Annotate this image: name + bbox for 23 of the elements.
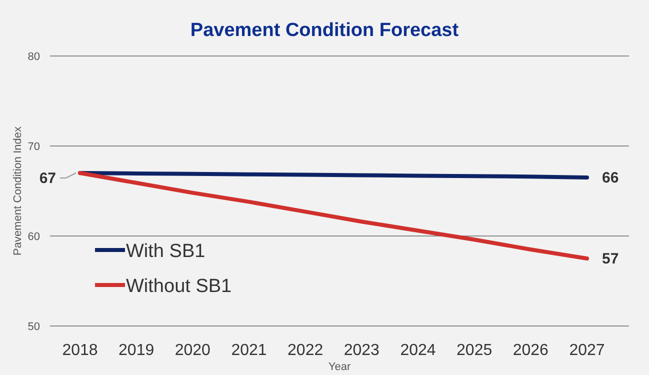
data-label: 67 [39, 170, 56, 187]
y-tick-label: 50 [28, 321, 40, 333]
x-tick-label: 2027 [569, 342, 605, 359]
y-tick-label: 80 [28, 51, 40, 63]
chart-title: Pavement Condition Forecast [190, 20, 460, 41]
x-tick-label: 2018 [62, 342, 98, 359]
legend-label: Without SB1 [126, 276, 232, 297]
x-tick-label: 2019 [118, 342, 154, 359]
x-tick-label: 2024 [400, 342, 436, 359]
x-tick-label: 2023 [344, 342, 380, 359]
x-tick-label: 2026 [512, 342, 549, 359]
y-tick-label: 60 [28, 231, 40, 243]
legend-label: With SB1 [126, 241, 206, 262]
x-tick-label: 2021 [231, 342, 267, 359]
x-tick-label: 2022 [288, 342, 324, 359]
x-axis-title: Year [328, 361, 351, 373]
y-tick-label: 70 [28, 141, 40, 153]
data-label: 66 [602, 170, 619, 186]
y-axis-title: Pavement Condition Index [12, 126, 24, 256]
x-tick-label: 2025 [456, 342, 492, 359]
line-series [78, 171, 589, 260]
x-tick-label: 2020 [174, 342, 211, 359]
data-label: 57 [602, 250, 619, 268]
